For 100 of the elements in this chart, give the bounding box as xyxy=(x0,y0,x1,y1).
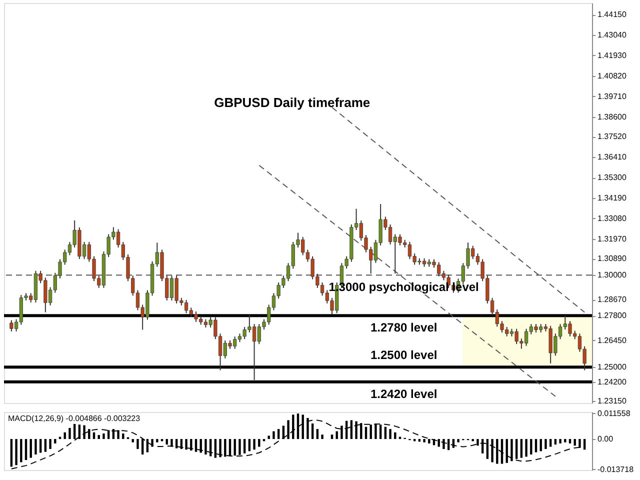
bar xyxy=(49,439,52,449)
bar xyxy=(194,439,198,452)
bar xyxy=(394,432,396,440)
ref-line-label: 1.2780 level xyxy=(370,320,438,335)
chart-title: MACD(12,26,9) -0.004866 -0.003223 xyxy=(8,414,141,423)
y-tick-label: 1.34190 xyxy=(598,193,627,202)
y-tick-label: 1.36410 xyxy=(598,152,627,162)
bar xyxy=(530,439,532,455)
y-tick-label: -0.013718 xyxy=(598,464,634,474)
bar xyxy=(151,439,154,447)
bar xyxy=(321,434,324,440)
bar xyxy=(64,432,66,440)
bar xyxy=(44,439,47,452)
bar xyxy=(364,426,368,440)
bar xyxy=(457,439,460,442)
bar xyxy=(574,439,576,446)
bar xyxy=(564,439,566,442)
bar xyxy=(141,439,144,455)
y-tick-label: 1.30000 xyxy=(598,270,627,280)
bar xyxy=(389,429,392,440)
ref-line-label: 1.2420 level xyxy=(370,386,438,401)
bar xyxy=(92,432,96,440)
bar xyxy=(384,426,387,440)
y-tick-label: 1.24200 xyxy=(598,377,627,386)
y-tick-label: 1.27800 xyxy=(598,311,627,320)
bar xyxy=(243,439,246,454)
bar xyxy=(214,439,217,458)
bar xyxy=(132,439,134,442)
bar xyxy=(68,428,71,440)
bar xyxy=(330,434,334,440)
y-tick-label: 1.26450 xyxy=(598,336,627,345)
bar xyxy=(491,439,494,462)
y-tick-label: 1.35300 xyxy=(598,173,627,182)
y-tick-label: 1.28670 xyxy=(598,295,627,304)
bar xyxy=(496,439,498,464)
bar xyxy=(360,423,362,440)
y-tick-label: 1.43040 xyxy=(598,30,627,40)
bar xyxy=(544,439,547,449)
bar xyxy=(423,439,426,442)
y-tick-label: 1.31970 xyxy=(598,234,627,244)
y-tick-label: 0.011558 xyxy=(598,408,631,418)
y-tick-label: 0.00 xyxy=(598,434,614,444)
bar xyxy=(102,433,105,440)
y-tick-label: 1.44150 xyxy=(598,10,627,20)
bar xyxy=(486,439,489,459)
bar xyxy=(277,429,280,440)
bar xyxy=(88,429,90,440)
bar xyxy=(476,439,479,446)
bar xyxy=(54,439,56,444)
bar xyxy=(379,424,382,440)
bar xyxy=(253,439,256,450)
y-tick-label: 1.25000 xyxy=(598,362,627,372)
bar xyxy=(122,433,124,440)
bar xyxy=(549,439,552,447)
bar xyxy=(442,439,445,449)
bar xyxy=(248,439,251,452)
bar xyxy=(224,439,226,457)
bar xyxy=(156,439,158,442)
ref-line-label: 1.2500 level xyxy=(370,348,438,362)
bar xyxy=(146,439,149,452)
bar xyxy=(311,424,314,440)
bar xyxy=(316,429,319,440)
bar xyxy=(219,439,222,458)
bar xyxy=(166,439,168,445)
bar xyxy=(170,439,173,447)
bar xyxy=(30,439,32,458)
bar xyxy=(515,439,518,459)
bar xyxy=(554,439,557,445)
bar xyxy=(98,435,100,440)
bar xyxy=(238,439,241,455)
bar xyxy=(83,425,86,440)
bar xyxy=(540,439,542,452)
bar xyxy=(525,439,528,457)
bar xyxy=(34,439,37,455)
bar xyxy=(20,439,22,462)
text: GBPUSD Daily timeframe xyxy=(214,95,370,110)
bar xyxy=(107,430,110,440)
bar xyxy=(568,439,572,444)
y-tick-label: 1.30890 xyxy=(598,254,627,264)
bar xyxy=(73,424,76,440)
bar xyxy=(534,439,538,452)
bar xyxy=(24,439,28,460)
bar xyxy=(258,439,260,447)
bar xyxy=(204,439,207,455)
bar xyxy=(559,439,562,444)
bar xyxy=(268,436,270,440)
y-tick-label: 1.41930 xyxy=(598,50,627,60)
bar xyxy=(447,439,450,450)
y-tick-label: 1.23150 xyxy=(598,396,627,406)
y-tick-label: 1.38600 xyxy=(598,112,627,122)
bar xyxy=(374,424,377,440)
bar xyxy=(117,430,120,440)
bar xyxy=(136,439,139,449)
bar xyxy=(340,426,343,440)
bar xyxy=(175,439,178,448)
bar xyxy=(520,439,523,458)
y-tick-label: 1.33080 xyxy=(598,214,627,223)
bar xyxy=(234,439,236,456)
bar xyxy=(15,439,18,466)
bar xyxy=(185,439,188,450)
